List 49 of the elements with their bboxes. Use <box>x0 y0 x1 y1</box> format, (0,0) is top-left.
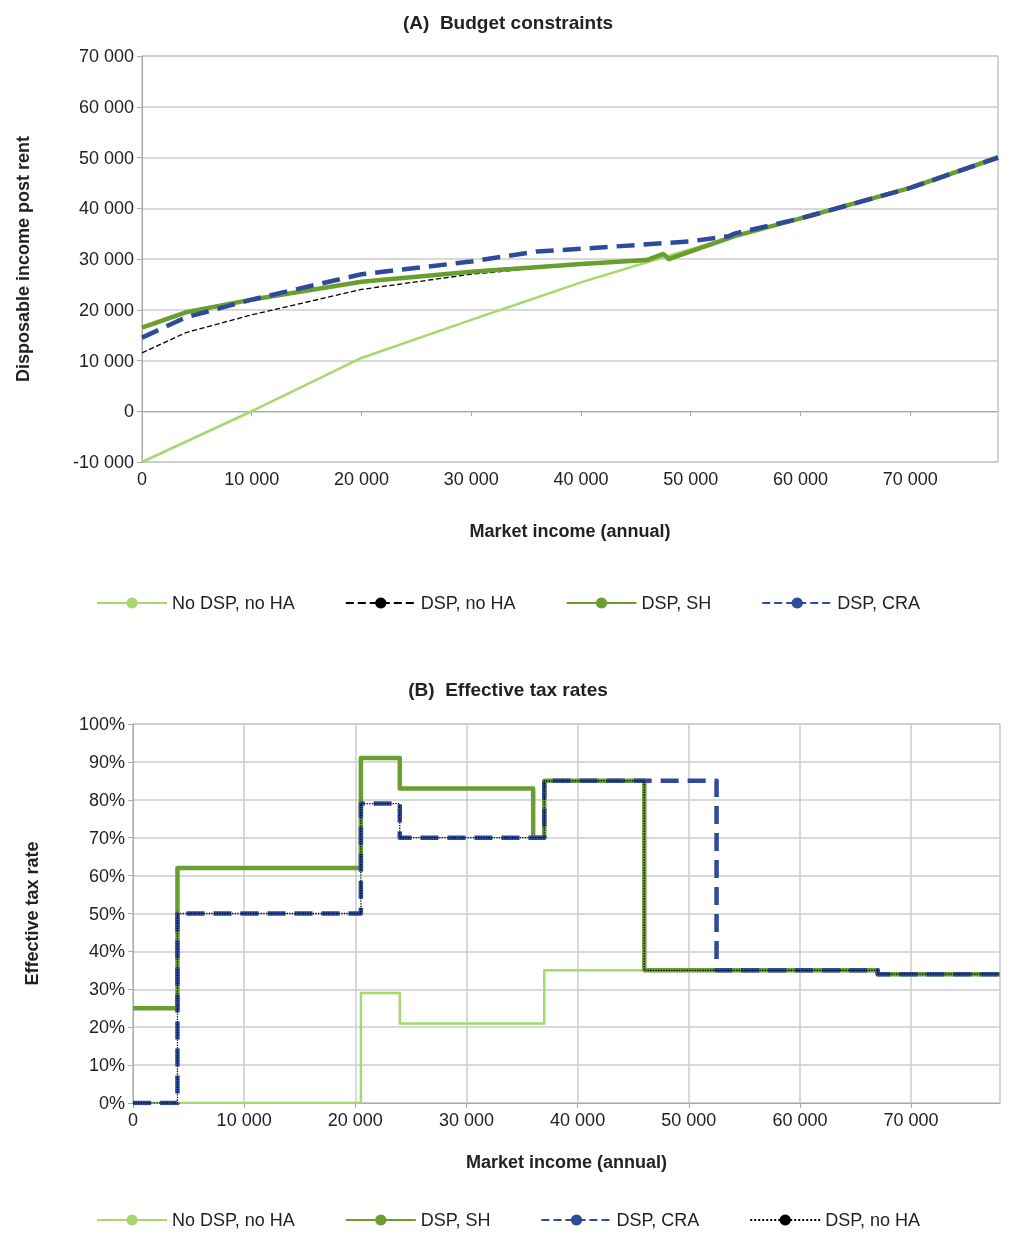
y-tick-label: 70 000 <box>78 46 134 66</box>
y-tick-label: 30 000 <box>78 249 134 269</box>
x-tick-label: 30 000 <box>443 469 499 489</box>
x-tick-label: 50 000 <box>663 469 719 489</box>
y-tick-label: -10 000 <box>72 452 134 472</box>
x-axis-title: Market income (annual) <box>469 521 671 541</box>
x-tick-label: 20 000 <box>333 469 390 489</box>
legend-label: DSP, SH <box>420 1210 491 1230</box>
y-tick-label: 60 000 <box>78 96 134 117</box>
chart-title: (B) Effective tax rates <box>408 679 608 700</box>
chart-title: (A) Budget constraints <box>402 12 614 33</box>
y-tick-label: 100% <box>78 714 125 734</box>
x-tick-label: 20 000 <box>327 1110 383 1130</box>
legend-label: DSP, SH <box>641 593 712 613</box>
y-tick-label: 70% <box>88 827 125 848</box>
legend-label: DSP, CRA <box>616 1210 700 1230</box>
y-tick-label: 20 000 <box>78 299 134 320</box>
legend-label: No DSP, no HA <box>172 593 295 613</box>
x-tick-label: 70 000 <box>883 1110 939 1130</box>
x-tick-label: 70 000 <box>882 469 938 489</box>
y-tick-label: 0% <box>98 1093 125 1113</box>
x-tick-label: 50 000 <box>661 1110 717 1130</box>
x-tick-label: 60 000 <box>772 1110 828 1130</box>
x-axis-title: Market income (annual) <box>465 1152 668 1172</box>
y-tick-label: 50% <box>88 903 125 924</box>
y-tick-label: 10% <box>88 1055 125 1076</box>
x-tick-label: 0 <box>136 469 148 489</box>
y-tick-label: 40 000 <box>78 198 134 219</box>
y-tick-label: 0 <box>123 401 134 422</box>
y-axis-title: Disposable income post rent <box>13 135 33 383</box>
legend-label: DSP, CRA <box>837 593 920 613</box>
x-tick-label: 40 000 <box>550 1110 606 1130</box>
y-tick-label: 80% <box>88 789 125 810</box>
y-tick-label: 90% <box>88 751 125 772</box>
y-tick-label: 30% <box>88 979 125 1000</box>
x-tick-label: 10 000 <box>224 469 280 489</box>
y-tick-label: 10 000 <box>78 350 134 371</box>
x-tick-label: 40 000 <box>553 469 609 489</box>
y-tick-label: 40% <box>88 941 125 962</box>
x-tick-label: 30 000 <box>438 1110 494 1130</box>
y-tick-label: 50 000 <box>78 147 134 168</box>
legend-label: No DSP, no HA <box>172 1210 295 1230</box>
legend-label: DSP, no HA <box>825 1210 920 1230</box>
legend-label: DSP, no HA <box>420 593 516 613</box>
y-tick-label: 60% <box>88 865 125 886</box>
x-tick-label: 10 000 <box>216 1110 272 1130</box>
y-tick-label: 20% <box>88 1017 125 1038</box>
x-tick-label: 60 000 <box>772 469 828 489</box>
y-axis-title: Effective tax rate <box>22 841 42 986</box>
